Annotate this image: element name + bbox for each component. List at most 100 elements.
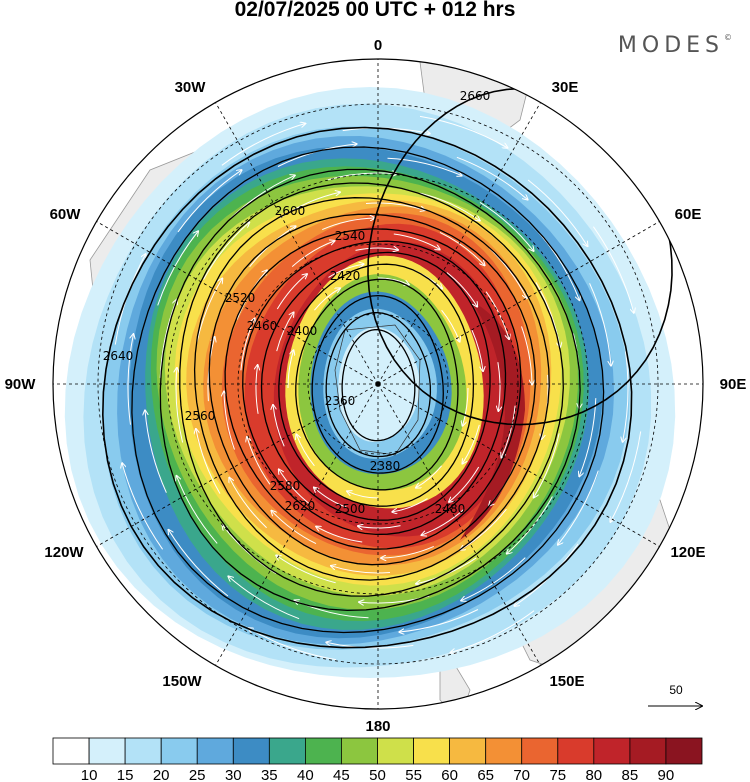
height-contour xyxy=(311,294,444,474)
colorbar-tick-label: 30 xyxy=(225,767,242,782)
streamline xyxy=(196,279,222,343)
map-disk: 2660 2640 2620 2600 2580 2560 2540 2520 2500 2480… xyxy=(53,59,703,709)
contour-label: 2480 xyxy=(435,502,466,516)
streamline xyxy=(279,469,310,504)
colorbar-tick-label: 35 xyxy=(261,767,278,782)
colorbar-tick-label: 40 xyxy=(297,767,314,782)
streamline xyxy=(501,405,516,458)
colorbar-tick-label: 45 xyxy=(333,767,350,782)
streamline xyxy=(291,241,334,267)
colorbar-swatch xyxy=(232,737,270,765)
contour-label: 2540 xyxy=(335,229,366,243)
longitude-label: 60E xyxy=(675,206,702,223)
colorbar-swatch xyxy=(449,737,487,765)
longitude-label: 120E xyxy=(670,544,705,561)
streamline xyxy=(221,124,305,166)
height-contour xyxy=(159,168,581,612)
contour-label: 2560 xyxy=(185,409,216,423)
meridian xyxy=(96,383,379,547)
streamline xyxy=(224,392,235,450)
streamline xyxy=(328,264,364,278)
longitude-label: 180 xyxy=(365,718,390,735)
height-contour xyxy=(260,251,491,521)
meridian xyxy=(377,383,541,666)
contour-labels: 2660 2640 2620 2600 2580 2560 2540 2520 2500 2480… xyxy=(103,89,491,516)
streamline xyxy=(498,362,500,411)
colorbar-swatch xyxy=(340,737,378,765)
colorbar-tick-label: 20 xyxy=(153,767,170,782)
contour-label: 2380 xyxy=(370,459,401,473)
streamline xyxy=(122,463,164,550)
contour-label: 2580 xyxy=(270,479,301,493)
colorbar-tick-label: 15 xyxy=(117,767,134,782)
streamline xyxy=(377,277,409,285)
streamline xyxy=(393,233,440,249)
latitude-circle xyxy=(307,313,449,455)
height-contour xyxy=(325,311,432,458)
antarctica-coastline xyxy=(334,324,421,456)
colorbar-tick-label: 65 xyxy=(477,767,494,782)
height-contour xyxy=(208,213,536,566)
streamline xyxy=(229,478,267,529)
streamline xyxy=(169,530,229,597)
colorbar-tick-label: 25 xyxy=(189,767,206,782)
colorbar-tick-label: 10 xyxy=(81,767,98,782)
reference-vector: 50 xyxy=(648,683,702,706)
streamline xyxy=(203,222,250,280)
streamline xyxy=(331,566,391,574)
streamline xyxy=(463,387,469,426)
contour-label: 2620 xyxy=(285,499,316,513)
streamline xyxy=(276,555,336,584)
streamline xyxy=(177,170,242,233)
meridian xyxy=(377,102,541,385)
map-boundary xyxy=(52,58,704,710)
jet-core xyxy=(460,300,525,540)
height-contour xyxy=(295,278,459,491)
latitude-circle xyxy=(97,103,659,665)
streamline xyxy=(441,309,460,341)
longitude-labels: 0 30E 60E 90E 120E 150E 180 150W 120W 90W 60W 30W xyxy=(5,37,747,735)
graticule xyxy=(53,59,703,709)
map-title: 02/07/2025 00 UTC + 012 hrs xyxy=(234,0,516,21)
height-contour xyxy=(242,240,507,536)
longitude-label: 150E xyxy=(549,673,584,690)
meridian xyxy=(377,383,660,547)
contour-label: 2660 xyxy=(460,89,491,103)
streamline xyxy=(479,201,534,251)
streamline xyxy=(276,312,294,352)
colorbar-swatch xyxy=(593,737,631,765)
streamline xyxy=(196,429,221,494)
streamline xyxy=(240,319,255,371)
streamline xyxy=(462,424,480,464)
streamline xyxy=(399,609,479,633)
streamline xyxy=(177,476,218,544)
colorbar-tick-label: 80 xyxy=(585,767,602,782)
contour-label: 2600 xyxy=(275,204,306,218)
colorbar-swatch xyxy=(304,737,342,765)
streamline xyxy=(271,511,317,545)
streamline xyxy=(176,368,184,443)
colorbar-swatch xyxy=(160,737,198,765)
streamline xyxy=(228,576,300,620)
streamline xyxy=(358,526,401,528)
height-contour xyxy=(193,197,550,581)
contour-label: 2520 xyxy=(225,291,256,305)
streamline xyxy=(287,350,294,389)
colorbar-swatch xyxy=(196,737,234,765)
colorbar-tick-label: 60 xyxy=(441,767,458,782)
streamline xyxy=(276,274,307,310)
streamline xyxy=(296,434,315,467)
streamline xyxy=(347,491,379,499)
streamline xyxy=(451,610,535,653)
streamline xyxy=(127,334,133,425)
south-pole-marker xyxy=(375,381,381,387)
colorbar-swatch xyxy=(557,737,595,765)
streamline xyxy=(579,398,597,476)
streamline xyxy=(326,642,414,649)
streamline xyxy=(314,488,347,508)
colorbar-swatch xyxy=(377,737,414,765)
brand-logo: MODES© xyxy=(617,33,732,58)
streamline xyxy=(446,272,477,307)
streamline xyxy=(365,202,425,210)
